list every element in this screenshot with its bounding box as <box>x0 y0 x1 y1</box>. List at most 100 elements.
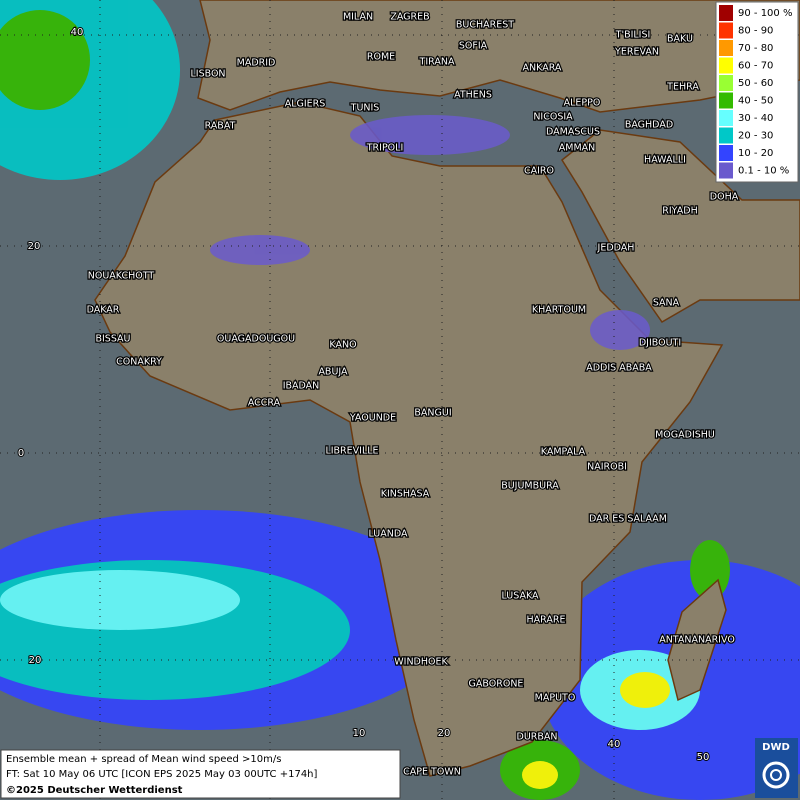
city-label: KINSHASA <box>381 489 430 500</box>
city-label: MAPUTO <box>535 693 576 704</box>
city-label: IBADAN <box>283 381 320 392</box>
labels: MILAN ZAGREB BUCHAREST SOFIA ROME TIRANA ANKAR… <box>17 10 740 779</box>
lon-label: 10 <box>353 728 366 739</box>
city-label: TUNIS <box>350 103 380 114</box>
city-label: ANTANANARIVO <box>659 635 735 646</box>
city-label: TEHRA <box>666 82 699 93</box>
city-label: BUCHAREST <box>456 20 514 31</box>
info-box: Ensemble mean + spread of Mean wind spee… <box>0 749 401 799</box>
city-label: GABORONE <box>469 679 524 690</box>
city-label: DOHA <box>710 192 739 203</box>
city-label: OUAGADOUGOU <box>217 334 295 345</box>
city-label: ROME <box>367 52 395 63</box>
legend-label: 80 - 90 <box>738 26 773 37</box>
city-label: RIYADH <box>662 206 697 217</box>
info-line: FT: Sat 10 May 06 UTC [ICON EPS 2025 May… <box>6 769 318 780</box>
info-line: ©2025 Deutscher Wetterdienst <box>6 785 183 796</box>
city-label: YEREVAN <box>614 47 659 58</box>
city-label: LIBREVILLE <box>325 446 378 457</box>
city-label: BISSAU <box>95 334 130 345</box>
city-label: ANKARA <box>523 63 562 74</box>
legend-label: 40 - 50 <box>738 96 773 107</box>
city-label: TRIPOLI <box>366 143 404 154</box>
land <box>94 0 800 777</box>
city-label: MADRID <box>237 58 276 69</box>
city-label: WINDHOEK <box>394 657 448 668</box>
legend-swatch <box>719 162 733 179</box>
city-label: MOGADISHU <box>655 430 715 441</box>
city-label: KANO <box>329 340 356 351</box>
city-label: SANA <box>653 298 680 309</box>
city-label: LISBON <box>190 69 225 80</box>
city-label: KHARTOUM <box>532 305 586 316</box>
legend-label: 60 - 70 <box>738 61 773 72</box>
city-label: CAIRO <box>524 166 554 177</box>
city-label: ACCRA <box>248 398 281 409</box>
city-label: DAR ES SALAAM <box>589 514 667 525</box>
legend-label: 70 - 80 <box>738 43 773 54</box>
legend-swatch <box>719 40 733 56</box>
city-label: YAOUNDE <box>349 413 396 424</box>
lon-label: 40 <box>608 739 621 750</box>
city-label: ABUJA <box>318 367 348 378</box>
city-label: RABAT <box>205 121 236 132</box>
city-label: ALGIERS <box>285 99 326 110</box>
city-label: NOUAKCHOTT <box>88 271 155 282</box>
lat-label: 20 <box>29 655 42 666</box>
legend-swatch <box>719 127 733 144</box>
city-label: AMMAN <box>559 143 596 154</box>
city-label: DAMASCUS <box>546 127 600 138</box>
lat-label: 0 <box>18 448 24 459</box>
city-label: JEDDAH <box>597 243 635 254</box>
city-label: BANGUI <box>414 408 451 419</box>
city-label: BAKU <box>667 34 693 45</box>
city-label: MILAN <box>343 12 373 23</box>
lat-label: 20 <box>28 241 41 252</box>
city-label: DJIBOUTI <box>639 338 681 349</box>
legend-swatch <box>719 110 733 126</box>
lon-label: 50 <box>697 752 710 763</box>
city-label: DAKAR <box>87 305 120 316</box>
city-label: CONAKRY <box>116 357 162 368</box>
city-label: LUANDA <box>368 529 408 540</box>
legend-label: 30 - 40 <box>738 113 773 124</box>
city-label: KAMPALA <box>541 447 586 458</box>
city-label: ZAGREB <box>390 12 429 23</box>
legend-label: 20 - 30 <box>738 131 773 142</box>
legend-swatch <box>719 5 733 21</box>
legend-label: 10 - 20 <box>738 148 773 159</box>
city-label: BUJUMBURA <box>501 481 559 492</box>
legend-swatch <box>719 22 733 39</box>
city-label: T'BILISI <box>615 30 651 41</box>
legend-swatch <box>719 145 733 161</box>
legend-label: 0.1 - 10 % <box>738 166 789 177</box>
city-label: CAPE TOWN <box>403 767 461 778</box>
city-label: DURBAN <box>517 732 558 743</box>
legend-swatch <box>719 92 733 109</box>
city-label: HARARE <box>527 615 566 626</box>
city-label: NAIROBI <box>587 462 627 473</box>
lon-label: 20 <box>438 728 451 739</box>
legend: 90 - 100 % 80 - 90 70 - 80 60 - 70 50 - 60 40… <box>715 1 799 183</box>
lat-label: 40 <box>71 27 84 38</box>
logo: DWD <box>755 738 798 798</box>
city-label: ADDIS ABABA <box>586 363 652 374</box>
legend-label: 90 - 100 % <box>738 8 792 19</box>
info-line: Ensemble mean + spread of Mean wind spee… <box>6 754 281 765</box>
logo-text: DWD <box>762 742 790 753</box>
city-label: HAWALLI <box>644 155 686 166</box>
city-label: ALEPPO <box>564 98 601 109</box>
legend-swatch <box>719 57 733 74</box>
wind-land <box>210 115 650 350</box>
city-label: ATHENS <box>454 90 492 101</box>
city-label: LUSAKA <box>501 591 539 602</box>
legend-swatch <box>719 75 733 91</box>
city-label: SOFIA <box>459 41 488 52</box>
city-label: BAGHDAD <box>625 120 673 131</box>
legend-label: 50 - 60 <box>738 78 773 89</box>
city-label: TIRANA <box>419 57 455 68</box>
city-label: NICOSIA <box>533 112 573 123</box>
